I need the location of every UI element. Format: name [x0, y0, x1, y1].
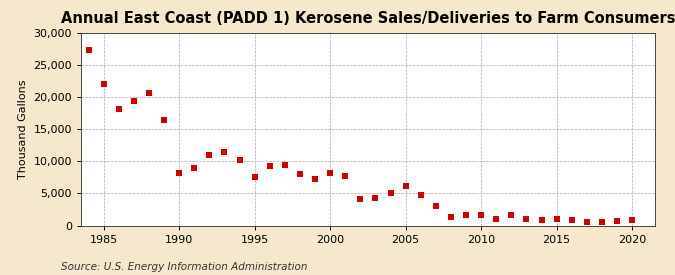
Point: [431, 204, 441, 208]
Point: [536, 218, 547, 222]
Point: [581, 220, 592, 224]
Point: [128, 99, 139, 103]
Point: [566, 218, 577, 222]
Point: [491, 217, 502, 221]
Point: [113, 107, 124, 112]
Point: [279, 162, 290, 167]
Point: [340, 174, 350, 178]
Title: Annual East Coast (PADD 1) Kerosene Sales/Deliveries to Farm Consumers: Annual East Coast (PADD 1) Kerosene Sale…: [61, 11, 675, 26]
Point: [612, 219, 622, 223]
Point: [355, 196, 366, 201]
Point: [370, 196, 381, 200]
Point: [415, 192, 426, 197]
Point: [597, 220, 608, 224]
Point: [521, 217, 532, 221]
Point: [551, 217, 562, 221]
Point: [476, 212, 487, 217]
Point: [265, 164, 275, 168]
Point: [204, 153, 215, 157]
Point: [506, 213, 517, 218]
Point: [219, 150, 230, 154]
Point: [460, 212, 471, 217]
Text: Source: U.S. Energy Information Administration: Source: U.S. Energy Information Administ…: [61, 262, 307, 272]
Y-axis label: Thousand Gallons: Thousand Gallons: [18, 79, 28, 179]
Point: [99, 82, 109, 87]
Point: [144, 90, 155, 95]
Point: [446, 214, 456, 219]
Point: [310, 177, 321, 181]
Point: [173, 171, 184, 175]
Point: [159, 118, 169, 122]
Point: [249, 175, 260, 180]
Point: [83, 48, 94, 53]
Point: [294, 172, 305, 176]
Point: [626, 218, 637, 222]
Point: [325, 171, 335, 175]
Point: [189, 166, 200, 170]
Point: [400, 183, 411, 188]
Point: [385, 191, 396, 196]
Point: [234, 158, 245, 162]
